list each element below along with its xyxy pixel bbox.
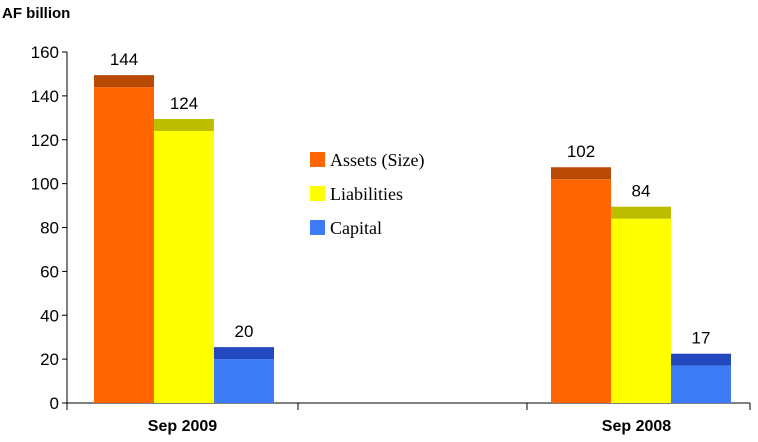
legend-label: Capital — [330, 218, 382, 238]
bar-cap — [94, 75, 154, 88]
y-tick-label: 100 — [31, 175, 59, 194]
legend-label: Liabilities — [330, 184, 403, 204]
bar-cap — [154, 118, 214, 131]
legend-swatch — [310, 220, 325, 235]
x-category-labels: Sep 2009 Sep 2008 — [148, 418, 671, 435]
y-tick-label: 60 — [40, 262, 59, 281]
y-unit-label: AF billion — [2, 5, 70, 22]
bar-cap — [551, 167, 611, 180]
legend-swatch — [310, 186, 325, 201]
legend: Assets (Size) Liabilities Capital — [310, 150, 424, 238]
legend-swatch — [310, 152, 325, 167]
data-label: 102 — [567, 142, 595, 161]
data-labels: 144 124 20 102 84 17 — [110, 50, 711, 348]
bar-capital-1 — [671, 365, 731, 403]
y-tick-label: 20 — [40, 350, 59, 369]
data-label: 144 — [110, 50, 138, 69]
data-label: 20 — [235, 322, 254, 341]
y-tick-label: 0 — [50, 394, 59, 413]
bar-cap — [611, 206, 671, 219]
bar-cap — [214, 347, 274, 360]
data-label: 17 — [692, 329, 711, 348]
axes: 0 20 40 60 80 100 120 140 160 — [31, 43, 751, 413]
bar-cap — [671, 353, 731, 366]
bar-assets-size-0 — [94, 87, 154, 403]
data-label: 84 — [632, 182, 651, 201]
bar-liabilities-1 — [611, 218, 671, 403]
y-tick-label: 160 — [31, 43, 59, 62]
bar-assets-size-1 — [551, 179, 611, 403]
y-tick-label: 80 — [40, 219, 59, 238]
legend-label: Assets (Size) — [330, 150, 424, 171]
y-tick-label: 120 — [31, 131, 59, 150]
x-category-label: Sep 2008 — [602, 418, 671, 435]
bar-capital-0 — [214, 359, 274, 403]
bar-liabilities-0 — [154, 130, 214, 403]
data-label: 124 — [170, 94, 198, 113]
y-tick-label: 40 — [40, 306, 59, 325]
y-tick-label: 140 — [31, 87, 59, 106]
x-category-label: Sep 2009 — [148, 418, 217, 435]
bars — [94, 75, 731, 403]
